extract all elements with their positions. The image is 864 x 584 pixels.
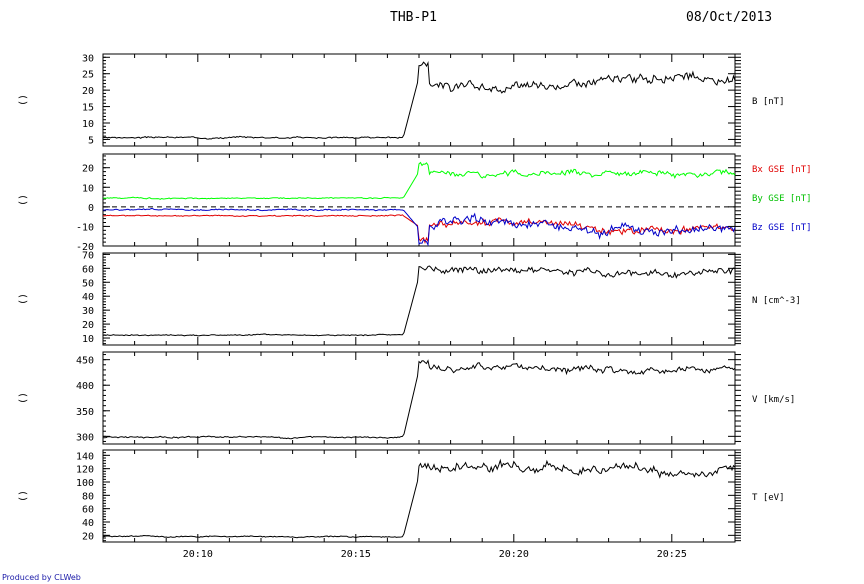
y-tick-label: -20 [76,242,94,253]
panel-frame-T [102,449,736,543]
series-line-bz-gse-nt- [102,207,736,247]
panel-right-label: B [nT] [752,97,785,107]
series-line-v-km-s- [102,359,736,440]
panel-right-label: V [km/s] [752,395,795,405]
y-tick-label: 300 [76,432,94,443]
panel-right-label: T [eV] [752,493,785,503]
y-tick-label: 60 [82,505,94,516]
y-tick-label: 100 [76,478,94,489]
y-tick-label: 20 [82,531,94,542]
panel-left-label: () [18,490,29,502]
series-line-t-ev- [102,458,736,539]
panel-right-label: Bx GSE [nT] [752,165,812,175]
plot-date: 08/Oct/2013 [686,10,773,25]
series-line-n-cm- [102,265,736,337]
y-tick-label: 140 [76,451,94,462]
y-tick-label: 25 [82,70,94,81]
y-tick-label: 5 [88,135,94,146]
series-line-by-gse-nt- [102,161,736,200]
panel-left-label: () [18,392,29,404]
y-tick-label: 15 [82,103,94,114]
y-tick-label: 30 [82,53,94,64]
y-tick-label: 450 [76,356,94,367]
panel-left-label: () [18,293,29,305]
x-tick-label: 20:15 [341,549,371,560]
panel-left-label: () [18,94,29,106]
series-line-b-nt- [102,60,736,140]
y-tick-label: 10 [82,334,94,345]
y-tick-label: 20 [82,320,94,331]
y-tick-label: 50 [82,278,94,289]
x-tick-label: 20:10 [183,549,213,560]
x-tick-label: 20:20 [499,549,529,560]
y-tick-label: 60 [82,264,94,275]
panel-right-label: Bz GSE [nT] [752,223,812,233]
y-tick-label: 120 [76,465,94,476]
y-tick-label: 350 [76,407,94,418]
panel-left-label: () [18,194,29,206]
plot-title: THB-P1 [390,10,437,25]
credit-text: Produced by CLWeb [2,573,81,582]
x-tick-label: 20:25 [657,549,687,560]
y-tick-label: 40 [82,518,94,529]
y-tick-label: 400 [76,381,94,392]
y-tick-label: 10 [82,119,94,130]
y-tick-label: 80 [82,491,94,502]
panel-right-label: By GSE [nT] [752,194,812,204]
y-tick-label: 40 [82,292,94,303]
y-tick-label: 30 [82,306,94,317]
y-tick-label: -10 [76,222,94,233]
y-tick-label: 70 [82,250,94,261]
y-tick-label: 0 [88,203,94,214]
y-tick-label: 10 [82,183,94,194]
y-tick-label: 20 [82,164,94,175]
y-tick-label: 20 [82,86,94,97]
panel-right-label: N [cm^-3] [752,296,801,306]
